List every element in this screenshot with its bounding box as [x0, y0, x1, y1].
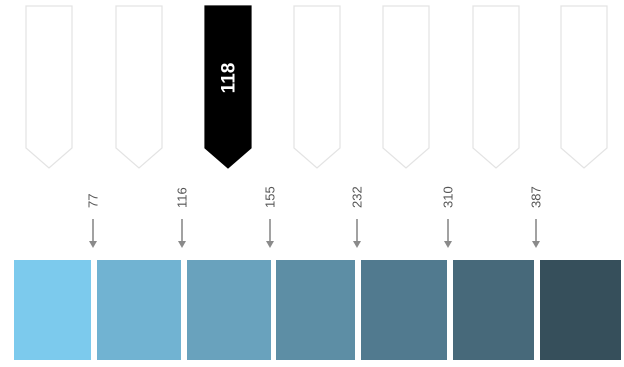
marker: 232 — [350, 186, 365, 248]
marker-label: 116 — [175, 187, 190, 208]
tag-slot[interactable] — [115, 5, 163, 169]
tag-shape — [382, 5, 430, 169]
tag-slot[interactable] — [560, 5, 608, 169]
marker: 77 — [86, 194, 101, 248]
marker-label: 310 — [441, 186, 456, 208]
swatch-row — [14, 260, 621, 360]
color-swatch[interactable] — [453, 260, 534, 360]
down-arrow-icon — [532, 219, 540, 248]
tag-slot[interactable] — [25, 5, 73, 169]
color-swatch[interactable] — [14, 260, 91, 360]
tag-shape — [115, 5, 163, 169]
color-swatch[interactable] — [361, 260, 447, 360]
tag-shape — [25, 5, 73, 169]
marker: 116 — [175, 187, 190, 248]
tag-slot[interactable] — [293, 5, 341, 169]
marker-label: 77 — [86, 194, 101, 208]
tag-shape — [293, 5, 341, 169]
color-swatch[interactable] — [540, 260, 621, 360]
marker-label: 387 — [529, 186, 544, 208]
marker: 155 — [263, 186, 278, 248]
down-arrow-icon — [353, 219, 361, 248]
down-arrow-icon — [266, 219, 274, 248]
color-swatch[interactable] — [97, 260, 181, 360]
marker-row: 77 116 155 232 310 387 — [86, 186, 544, 248]
down-arrow-icon — [89, 219, 97, 248]
tag-slot[interactable] — [382, 5, 430, 169]
tag-slot[interactable] — [472, 5, 520, 169]
tag-active[interactable]: 118 — [204, 5, 252, 169]
tag-shape — [560, 5, 608, 169]
down-arrow-icon — [444, 219, 452, 248]
tag-shape — [204, 5, 252, 169]
marker-label: 155 — [263, 186, 278, 208]
marker: 387 — [529, 186, 544, 248]
marker-label: 232 — [350, 186, 365, 208]
color-swatch[interactable] — [187, 260, 271, 360]
tag-shape — [472, 5, 520, 169]
color-swatch[interactable] — [276, 260, 355, 360]
tag-value-label: 118 — [219, 63, 240, 94]
tag-row: 118 — [25, 5, 608, 169]
down-arrow-icon — [178, 219, 186, 248]
marker: 310 — [441, 186, 456, 248]
